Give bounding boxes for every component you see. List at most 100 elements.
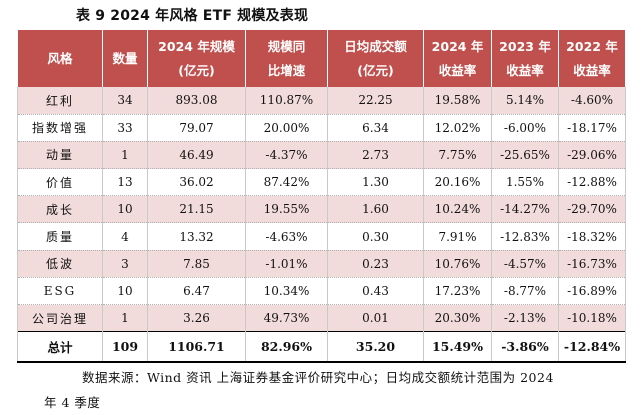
- table-cell: 20.16%: [423, 168, 492, 197]
- total-cell: 1106.71: [147, 331, 246, 363]
- header-line1: 2024 年: [431, 38, 484, 54]
- table-cell: 1.60: [327, 195, 424, 224]
- table-cell: 3: [102, 250, 148, 278]
- table-cell: 33: [102, 114, 148, 142]
- header-line1: 风格: [47, 50, 73, 66]
- table-cell: 0.43: [327, 277, 424, 306]
- table-cell: 3.26: [147, 304, 246, 333]
- table-cell: -12.83%: [491, 222, 559, 251]
- style-name-cell: 价值: [17, 168, 103, 197]
- header-line1: 2022 年: [566, 38, 618, 54]
- table-cell: 893.08: [147, 87, 246, 115]
- header-line2: 收益率: [438, 62, 477, 78]
- table-cell: 1: [102, 141, 148, 170]
- header-line1: 日均成交额: [344, 38, 407, 54]
- total-cell: -3.86%: [491, 331, 559, 363]
- header-line1: 2024 年规模: [158, 38, 235, 54]
- table-row: 价值 13 36.02 87.42% 1.30 20.16% 1.55% -12.88%: [17, 168, 626, 197]
- total-label-cell: 总计: [17, 331, 103, 363]
- table-cell: 2.73: [327, 141, 424, 170]
- table-cell: 34: [102, 87, 148, 115]
- table-cell: 6.47: [147, 277, 246, 306]
- table-cell: -12.88%: [558, 168, 626, 197]
- column-header: 数量: [102, 30, 148, 87]
- header-line1: 规模同: [267, 38, 306, 54]
- column-header: 风格: [17, 30, 103, 87]
- table-cell: -18.17%: [558, 114, 626, 142]
- table-cell: -4.60%: [558, 87, 626, 115]
- table-cell: -1.01%: [245, 250, 328, 278]
- total-cell: 35.20: [327, 331, 424, 363]
- table-cell: -25.65%: [491, 141, 559, 170]
- table-cell: -16.73%: [558, 250, 626, 278]
- column-header: 2024 年规模 (亿元): [147, 30, 246, 87]
- total-cell: -12.84%: [558, 331, 626, 363]
- style-name-cell: 质量: [17, 222, 103, 251]
- table-row: 质量 4 13.32 -4.63% 0.30 7.91% -12.83% -18.32%: [17, 222, 626, 251]
- table-row: 指数增强 33 79.07 20.00% 6.34 12.02% -6.00% -18.17%: [17, 114, 626, 142]
- table-cell: -4.57%: [491, 250, 559, 278]
- style-name-cell: ESG: [17, 277, 103, 306]
- table-cell: -4.63%: [245, 222, 328, 251]
- header-line2: 比增速: [267, 62, 306, 78]
- table-body: 红利 34 893.08 110.87% 22.25 19.58% 5.14% -4.60% 指…: [17, 87, 626, 363]
- table-cell: 19.55%: [245, 195, 328, 224]
- table-cell: 12.02%: [423, 114, 492, 142]
- header-line2: 收益率: [573, 62, 611, 78]
- table-row: 低波 3 7.85 -1.01% 0.23 10.76% -4.57% -16.73%: [17, 250, 626, 278]
- table-cell: -4.37%: [245, 141, 328, 170]
- table-cell: -8.77%: [491, 277, 559, 306]
- table-cell: -16.89%: [558, 277, 626, 306]
- table-row: 公司治理 1 3.26 49.73% 0.01 20.30% -2.13% -10.18%: [17, 304, 626, 333]
- table-cell: 46.49: [147, 141, 246, 170]
- column-header: 2023 年收益率: [491, 30, 559, 87]
- table-row: 动量 1 46.49 -4.37% 2.73 7.75% -25.65% -29.06%: [17, 141, 626, 170]
- column-header: 规模同 比增速: [245, 30, 328, 87]
- table-cell: 49.73%: [245, 304, 328, 333]
- total-cell: 109: [102, 331, 148, 363]
- column-header: 2024 年收益率: [423, 30, 492, 87]
- table-row: ESG 10 6.47 10.34% 0.43 17.23% -8.77% -16.89%: [17, 277, 626, 306]
- style-name-cell: 成长: [17, 195, 103, 224]
- style-name-cell: 公司治理: [17, 304, 103, 333]
- table-row: 成长 10 21.15 19.55% 1.60 10.24% -14.27% -29.70%: [17, 195, 626, 224]
- header-line1: 2023 年: [499, 38, 551, 54]
- style-name-cell: 指数增强: [17, 114, 103, 142]
- table-cell: 13: [102, 168, 148, 197]
- header-row: 风格 数量 2024 年规模 (亿元) 规模同 比增速 日均成交额 (亿元) 2024…: [17, 30, 626, 87]
- table-cell: 0.30: [327, 222, 424, 251]
- header-line2: (亿元): [178, 62, 215, 78]
- source-note: 数据来源：Wind 资讯 上海证券基金评价研究中心；日均成交额统计范围为 202…: [82, 370, 554, 385]
- table-cell: 10.24%: [423, 195, 492, 224]
- table-cell: 36.02: [147, 168, 246, 197]
- table-cell: 10.34%: [245, 277, 328, 306]
- table-cell: 10: [102, 195, 148, 224]
- total-cell: 82.96%: [245, 331, 328, 363]
- table-cell: 6.34: [327, 114, 424, 142]
- table-cell: 13.32: [147, 222, 246, 251]
- table-cell: 110.87%: [245, 87, 328, 115]
- table-cell: 5.14%: [491, 87, 559, 115]
- table-cell: 4: [102, 222, 148, 251]
- table-cell: 7.75%: [423, 141, 492, 170]
- table-cell: 87.42%: [245, 168, 328, 197]
- table-cell: -10.18%: [558, 304, 626, 333]
- table-cell: 79.07: [147, 114, 246, 142]
- table-cell: 10: [102, 277, 148, 306]
- table-cell: 0.01: [327, 304, 424, 333]
- column-header: 日均成交额 (亿元): [327, 30, 424, 87]
- style-name-cell: 红利: [17, 87, 103, 115]
- style-name-cell: 低波: [17, 250, 103, 278]
- table-cell: -14.27%: [491, 195, 559, 224]
- table-cell: -29.70%: [558, 195, 626, 224]
- etf-style-table: 风格 数量 2024 年规模 (亿元) 规模同 比增速 日均成交额 (亿元) 2024…: [17, 30, 626, 363]
- table-cell: 1.55%: [491, 168, 559, 197]
- table-title: 表 9 2024 年风格 ETF 规模及表现: [76, 8, 309, 24]
- total-cell: 15.49%: [423, 331, 492, 363]
- table-cell: 17.23%: [423, 277, 492, 306]
- table-cell: 22.25: [327, 87, 424, 115]
- table-cell: 21.15: [147, 195, 246, 224]
- table-cell: 1: [102, 304, 148, 333]
- style-name-cell: 动量: [17, 141, 103, 170]
- header-line1: 数量: [112, 50, 138, 66]
